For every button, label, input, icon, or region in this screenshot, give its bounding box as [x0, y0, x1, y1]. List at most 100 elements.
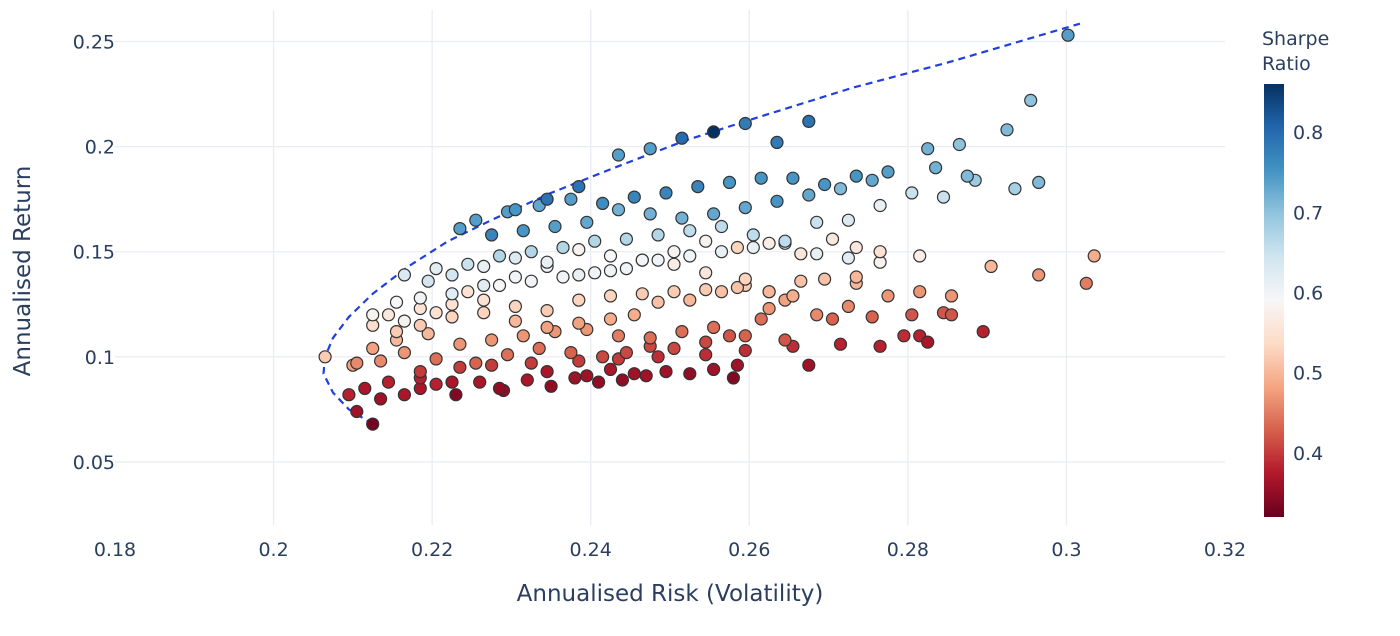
portfolio-point — [516, 224, 530, 238]
portfolio-point — [841, 299, 856, 313]
portfolio-point — [453, 337, 467, 351]
portfolio-point — [397, 388, 411, 402]
portfolio-point — [374, 354, 388, 368]
portfolio-point — [429, 377, 443, 391]
portfolio-point — [699, 335, 713, 349]
portfolio-point — [810, 215, 824, 229]
portfolio-point — [350, 404, 364, 419]
colorbar-tick-label: 0.6 — [1293, 282, 1323, 304]
portfolio-point — [572, 293, 586, 307]
portfolio-point — [683, 224, 697, 238]
portfolio-point — [500, 348, 515, 362]
portfolio-point — [667, 285, 681, 299]
portfolio-point — [381, 375, 396, 389]
portfolio-point — [564, 192, 578, 206]
portfolio-point — [952, 137, 967, 152]
portfolio-point — [453, 222, 467, 236]
portfolio-point — [944, 308, 959, 322]
portfolio-point — [825, 312, 840, 326]
portfolio-point — [730, 358, 745, 372]
portfolio-point — [976, 325, 990, 339]
portfolio-point — [683, 367, 697, 381]
portfolio-point — [429, 352, 443, 366]
portfolio-point — [913, 285, 927, 299]
portfolio-point — [778, 234, 792, 248]
portfolio-point — [873, 245, 887, 259]
portfolio-point — [817, 272, 832, 286]
portfolio-point — [516, 329, 530, 343]
portfolio-point — [873, 198, 887, 213]
y-tick-label: 0.05 — [73, 452, 115, 474]
portfolio-point — [635, 287, 649, 301]
portfolio-point — [397, 314, 411, 328]
portfolio-point — [738, 201, 752, 215]
portfolio-point — [691, 180, 705, 194]
y-tick-label: 0.15 — [73, 242, 115, 264]
portfolio-point — [722, 329, 737, 343]
portfolio-point — [699, 283, 713, 297]
portfolio-point — [611, 329, 626, 343]
portfolio-point — [841, 251, 856, 265]
portfolio-point — [794, 247, 808, 261]
portfolio-point — [683, 293, 697, 307]
x-tick-label: 0.18 — [94, 539, 136, 561]
portfolio-point — [738, 343, 752, 358]
colorbar-title-line2: Ratio — [1262, 53, 1311, 75]
portfolio-point — [643, 207, 657, 221]
portfolio-point — [897, 329, 911, 343]
colorbar-title-line1: Sharpe — [1262, 28, 1329, 50]
portfolio-point — [921, 142, 935, 156]
portfolio-point — [318, 350, 332, 364]
portfolio-point — [485, 228, 499, 242]
portfolio-point — [699, 266, 713, 280]
portfolio-point — [651, 228, 665, 242]
portfolio-point — [449, 388, 463, 402]
portfolio-point — [556, 240, 570, 255]
portfolio-point — [714, 245, 729, 259]
portfolio-point — [381, 308, 396, 322]
portfolio-point — [746, 240, 760, 255]
portfolio-point — [683, 249, 697, 263]
portfolio-point — [675, 211, 689, 225]
portfolio-point — [429, 306, 443, 320]
portfolio-point — [540, 304, 554, 318]
portfolio-point — [389, 325, 404, 339]
y-tick-label: 0.1 — [85, 347, 115, 369]
portfolio-point — [603, 264, 618, 278]
portfolio-point — [508, 251, 523, 265]
portfolio-point — [643, 331, 657, 345]
portfolio-point — [508, 299, 523, 313]
portfolio-point — [825, 232, 840, 246]
x-tick-label: 0.26 — [728, 539, 770, 561]
portfolio-point — [413, 291, 427, 305]
portfolio-point — [1087, 249, 1101, 263]
portfolio-point — [913, 249, 927, 263]
portfolio-point — [389, 295, 404, 309]
portfolio-point — [770, 194, 784, 208]
portfolio-point — [580, 215, 594, 229]
portfolio-point — [619, 232, 634, 246]
portfolio-point — [802, 358, 816, 372]
portfolio-point — [469, 213, 483, 227]
portfolio-point — [421, 327, 435, 341]
portfolio-point — [619, 262, 634, 276]
y-tick-label: 0.25 — [73, 32, 115, 54]
portfolio-point — [397, 268, 411, 282]
portfolio-point — [762, 301, 776, 316]
portfolio-point — [572, 243, 586, 257]
portfolio-point — [532, 341, 546, 355]
portfolio-point — [603, 312, 618, 326]
portfolio-point — [524, 245, 538, 259]
portfolio-point — [445, 310, 459, 324]
portfolio-point — [572, 316, 586, 330]
x-tick-label: 0.32 — [1204, 539, 1246, 561]
portfolio-point — [699, 234, 713, 248]
portfolio-point — [841, 213, 856, 227]
portfolio-point — [873, 339, 887, 353]
scatter-points — [318, 28, 1101, 431]
portfolio-point — [762, 236, 776, 250]
portfolio-point — [477, 293, 491, 307]
portfolio-point — [556, 270, 570, 284]
portfolio-point — [706, 125, 721, 139]
portfolio-point — [461, 285, 475, 299]
